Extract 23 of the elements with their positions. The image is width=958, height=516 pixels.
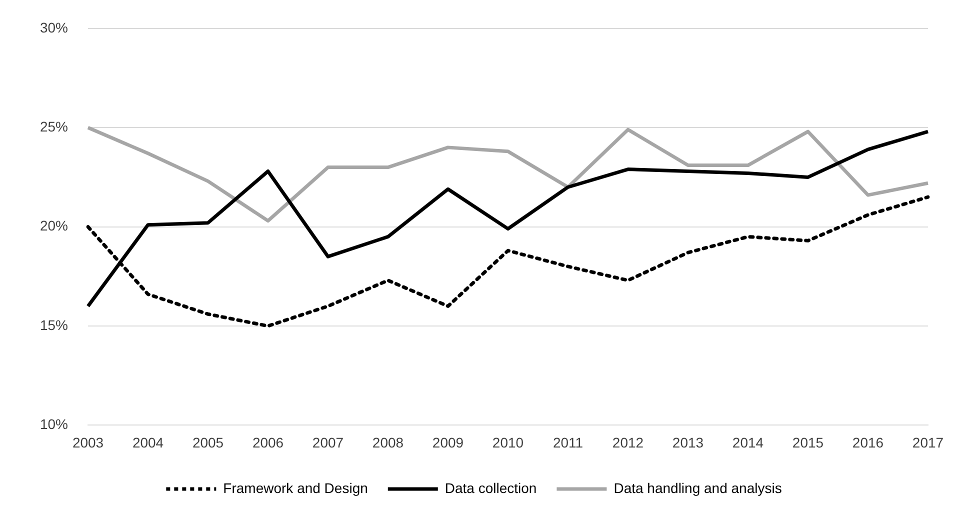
x-tick-label: 2013	[672, 434, 704, 450]
x-tick-label: 2012	[612, 434, 644, 450]
x-tick-label: 2015	[792, 434, 824, 450]
x-tick-label: 2016	[852, 434, 884, 450]
x-tick-label: 2007	[312, 434, 344, 450]
x-tick-label: 2004	[132, 434, 164, 450]
legend-label: Framework and Design	[223, 480, 368, 496]
x-tick-label: 2010	[492, 434, 524, 450]
y-tick-label: 15%	[40, 316, 68, 333]
x-tick-label: 2003	[72, 434, 104, 450]
y-tick-label: 20%	[40, 218, 68, 234]
legend-label: Data handling and analysis	[614, 480, 782, 496]
x-tick-label: 2005	[192, 434, 224, 450]
y-tick-label: 25%	[40, 118, 68, 134]
x-tick-label: 2014	[732, 434, 764, 450]
x-tick-label: 2008	[372, 434, 404, 450]
y-tick-label: 10%	[40, 416, 68, 432]
x-tick-label: 2006	[252, 434, 284, 450]
x-tick-label: 2017	[912, 434, 944, 450]
x-tick-label: 2009	[432, 434, 464, 450]
y-tick-label: 30%	[40, 19, 68, 36]
legend-label: Data collection	[444, 480, 537, 496]
x-tick-label: 2011	[552, 434, 584, 450]
